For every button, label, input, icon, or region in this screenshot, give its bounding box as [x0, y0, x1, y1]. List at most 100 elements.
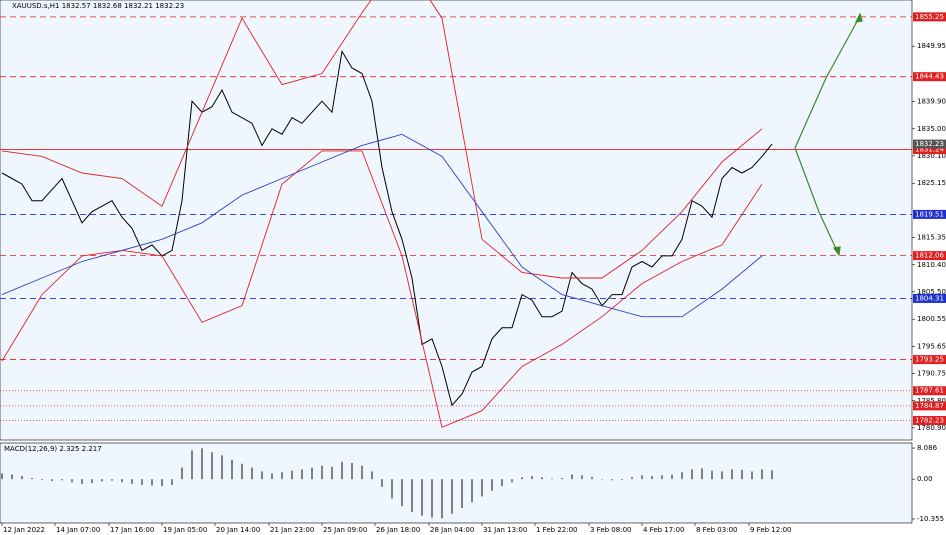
macd-bar	[671, 474, 673, 480]
macd-bar	[631, 477, 633, 480]
y-tick-label: 8.086	[917, 444, 938, 452]
macd-bar	[491, 479, 493, 491]
level-tag	[913, 72, 946, 82]
macd-bar	[141, 479, 143, 485]
macd-bar	[551, 478, 553, 480]
macd-bar	[361, 465, 363, 480]
macd-bar	[641, 475, 643, 480]
macd-bar	[191, 450, 193, 480]
macd-title: MACD(12,26,9) 2.325 2.217	[4, 445, 102, 453]
macd-bar	[241, 463, 243, 480]
x-tick-label: 21 Jan 23:00	[270, 526, 314, 534]
macd-bar	[511, 479, 513, 483]
level-label: 1812.06	[915, 252, 944, 260]
x-tick-label: 12 Jan 2022	[3, 526, 45, 534]
macd-bar	[111, 479, 113, 481]
y-tick-label: 1815.35	[917, 233, 946, 241]
macd-bar	[411, 479, 413, 512]
macd-bar	[481, 479, 483, 497]
level-tag	[913, 12, 946, 22]
y-tick-label: 1800.55	[917, 315, 946, 323]
y-tick-label: 1795.65	[917, 342, 946, 350]
level-tag	[913, 209, 946, 219]
y-tick-label: 1825.15	[917, 179, 946, 187]
y-tick-label: 1830.10	[917, 152, 946, 160]
macd-bar	[521, 477, 523, 480]
macd-bar	[151, 479, 153, 486]
level-label: 1855.25	[915, 13, 944, 21]
macd-bar	[31, 478, 33, 480]
x-tick-label: 26 Jan 18:00	[376, 526, 420, 534]
macd-bar	[11, 474, 13, 480]
y-tick-label: 1805.50	[917, 288, 946, 296]
level-label: 1782.23	[915, 416, 944, 424]
macd-bar	[171, 479, 173, 485]
macd-bar	[351, 463, 353, 480]
level-label: 1844.43	[915, 73, 944, 81]
indicator-line	[1, 133, 763, 318]
macd-bar	[471, 479, 473, 503]
macd-bar	[381, 479, 383, 487]
level-label: 1819.51	[915, 210, 944, 218]
chart-title: XAUUSD.s,H1 1832.57 1832.68 1832.21 1832…	[12, 2, 184, 10]
macd-bar	[211, 452, 213, 480]
level-tag	[913, 386, 946, 396]
macd-bar	[1, 473, 3, 480]
x-tick-label: 28 Jan 04:00	[430, 526, 474, 534]
axes: 1849.95 1839.90 1835.00 1830.10 1825.15 1815.…	[1, 12, 946, 534]
macd-bar	[621, 479, 623, 480]
current-price-label: 1832.23	[915, 140, 944, 148]
macd-bar	[691, 469, 693, 480]
macd-bar	[741, 469, 743, 480]
y-tick-label: 1839.90	[917, 98, 946, 106]
level-label: 1793.25	[915, 356, 944, 364]
macd-bar	[421, 479, 423, 516]
macd-bar	[131, 479, 133, 484]
macd-bar	[441, 479, 443, 519]
macd-bar	[611, 479, 613, 481]
macd-bar	[431, 479, 433, 518]
level-tag	[913, 293, 946, 303]
macd-bar	[461, 479, 463, 508]
macd-bar	[401, 479, 403, 507]
y-tick-label: 0.00	[917, 475, 933, 483]
macd-bar	[731, 469, 733, 480]
macd-bar	[261, 471, 263, 480]
y-tick-label: -10.355	[917, 515, 944, 523]
macd-bar	[571, 474, 573, 480]
macd-bar	[281, 472, 283, 480]
macd-bar	[321, 465, 323, 480]
macd-bar	[341, 461, 343, 480]
level-label: 1804.31	[915, 294, 944, 302]
y-tick-label: 1835.00	[917, 125, 946, 133]
macd-bar	[331, 466, 333, 480]
macd-bar	[221, 455, 223, 480]
macd-bar	[371, 471, 373, 480]
price-pane	[0, 0, 913, 441]
macd-bar	[451, 479, 453, 514]
projection-arrows	[794, 12, 863, 257]
macd-bar	[681, 472, 683, 480]
macd-bar	[501, 479, 503, 487]
y-tick-label: 1780.90	[917, 424, 946, 432]
price-layer	[0, 0, 912, 428]
level-label: 1787.61	[915, 387, 944, 395]
x-tick-label: 31 Jan 13:00	[483, 526, 527, 534]
macd-bar	[41, 479, 43, 480]
macd-bar	[771, 470, 773, 480]
macd-bar	[711, 470, 713, 480]
macd-bar	[231, 459, 233, 480]
x-tick-label: 3 Feb 08:00	[590, 526, 631, 534]
x-tick-label: 25 Jan 09:00	[323, 526, 367, 534]
macd-bar	[541, 477, 543, 480]
macd-bar	[181, 467, 183, 480]
macd-bar	[591, 476, 593, 480]
macd-bar	[81, 479, 83, 484]
macd-bar	[721, 471, 723, 480]
macd-bar	[291, 470, 293, 480]
macd-bar	[251, 467, 253, 480]
macd-bar	[121, 479, 123, 483]
macd-bar	[51, 479, 53, 482]
x-tick-label: 19 Jan 05:00	[163, 526, 207, 534]
